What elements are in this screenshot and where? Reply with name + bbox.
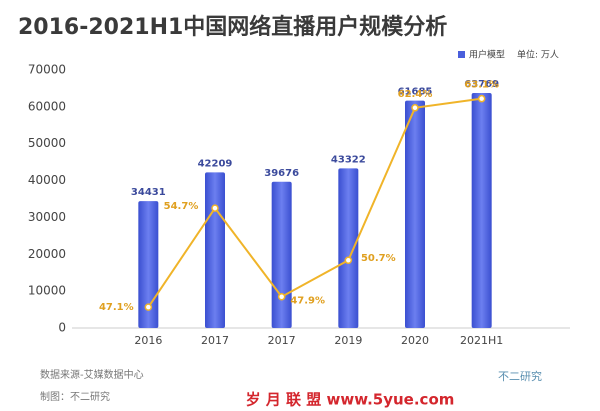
line-marker — [477, 94, 486, 103]
y-tick-label: 30000 — [28, 210, 66, 224]
bar-label: 34431 — [131, 187, 166, 198]
y-tick-label: 70000 — [28, 63, 66, 77]
unit-note: 单位: 万人 — [517, 49, 559, 61]
legend-swatch — [458, 51, 465, 58]
line-label: 54.7% — [164, 201, 199, 212]
x-tick-label: 2020 — [401, 334, 429, 347]
bar-label: 39676 — [264, 168, 299, 179]
x-tick-label: 2016 — [134, 334, 162, 347]
logo-text: 不二研究 — [498, 369, 542, 383]
credit: 制图：不二研究 — [40, 390, 110, 403]
bar — [138, 201, 159, 328]
line-marker — [144, 303, 153, 311]
chart-title: 2016-2021H1中国网络直播用户规模分析 — [18, 14, 447, 40]
bar — [338, 168, 359, 328]
bar-label: 63769 — [464, 79, 499, 90]
bar-label: 43322 — [331, 154, 366, 165]
y-tick-label: 20000 — [28, 247, 66, 261]
source: 数据来源-艾媒数据中心 — [40, 368, 144, 381]
line-marker — [344, 256, 353, 264]
legend-label: 用户模型 — [469, 49, 505, 61]
x-tick-label: 2021H1 — [460, 334, 503, 347]
watermark: 岁 月 联 盟 www.5yue.com — [246, 391, 455, 409]
bar — [405, 100, 425, 328]
bar — [205, 172, 225, 328]
line-label: 63.1% — [464, 80, 499, 91]
line — [147, 97, 482, 308]
bar-label: 42209 — [198, 158, 233, 169]
bar — [271, 181, 292, 328]
x-tick-label: 2017 — [268, 334, 296, 347]
line-label: 62.4% — [398, 89, 433, 100]
y-tick-label: 40000 — [28, 173, 66, 187]
line-marker — [211, 204, 219, 212]
line-marker — [277, 292, 286, 301]
y-tick-label: 60000 — [28, 99, 66, 113]
line-marker — [411, 104, 419, 112]
line-label: 47.1% — [99, 302, 134, 313]
line-label: 47.9% — [290, 296, 325, 307]
x-tick-label: 2017 — [201, 334, 229, 347]
bar — [471, 92, 492, 328]
y-tick-label: 10000 — [28, 284, 66, 298]
y-tick-label: 50000 — [28, 136, 66, 150]
line-label: 50.7% — [361, 253, 396, 264]
y-tick-label: 0 — [58, 321, 66, 335]
x-tick-label: 2019 — [334, 334, 362, 347]
bar-label: 61685 — [398, 87, 433, 98]
